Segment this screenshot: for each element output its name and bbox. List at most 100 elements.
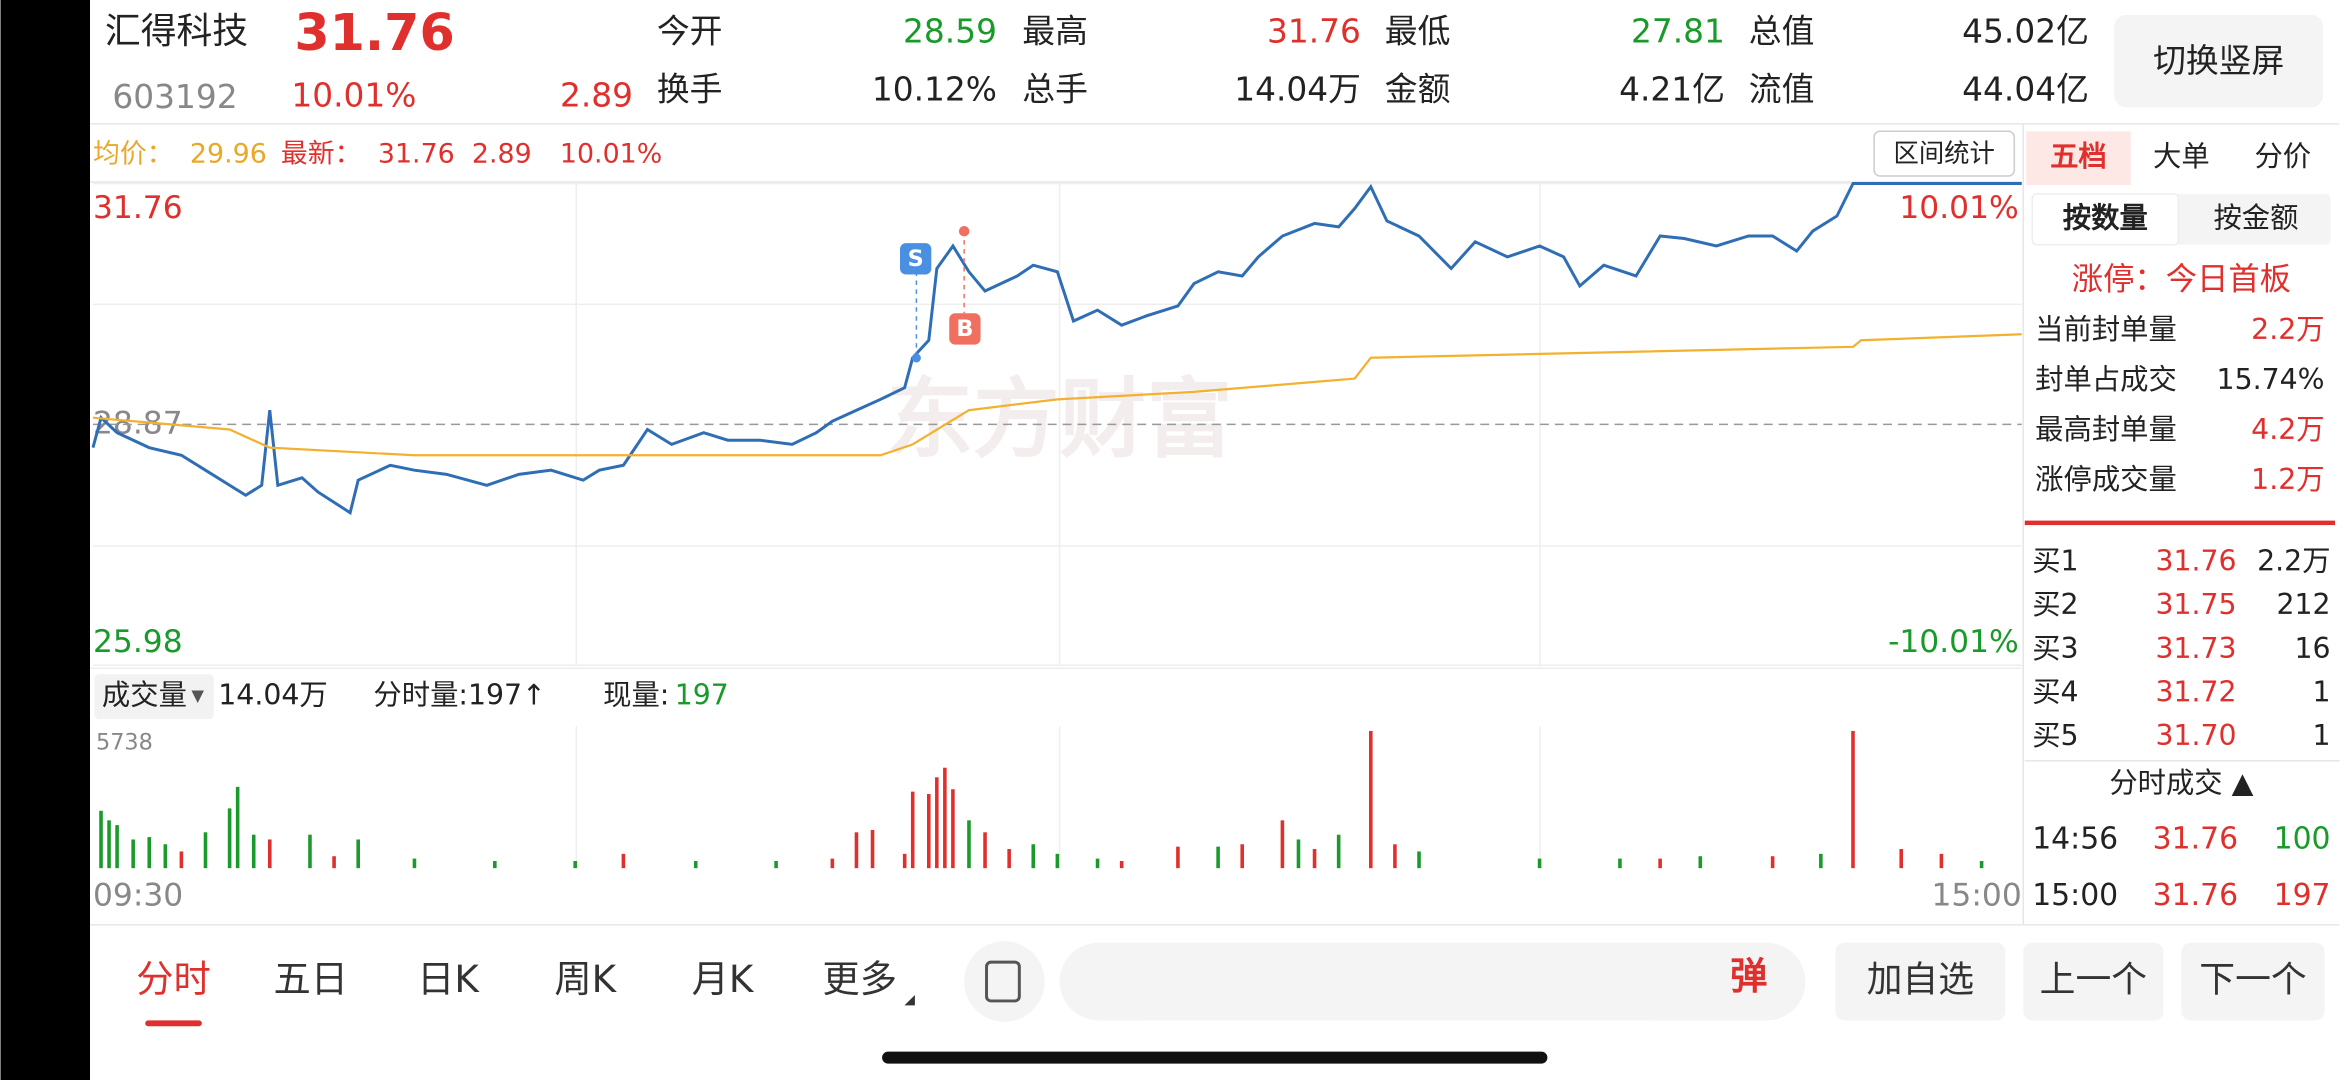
- last-change-pct: 10.01%: [560, 139, 662, 170]
- seal-label: 封单占成交: [2035, 363, 2177, 396]
- sell-marker-dot: [911, 353, 921, 363]
- volume-bar: [227, 808, 232, 869]
- volume-bar: [163, 844, 168, 869]
- volume-bar: [356, 839, 360, 869]
- volume-bar: [1216, 846, 1220, 869]
- mode-tab[interactable]: 按金额: [2213, 201, 2298, 234]
- volume-bar: [910, 791, 915, 869]
- stat-value: 31.76: [1267, 12, 1361, 50]
- danmu-button[interactable]: 弹: [1730, 954, 1767, 998]
- sell-marker-label: S: [908, 246, 924, 272]
- stock-price: 31.76: [294, 3, 454, 62]
- seal-label: 当前封单量: [2035, 313, 2177, 346]
- stat-value: 4.21亿: [1619, 70, 1725, 108]
- period-tab[interactable]: 月K: [692, 957, 755, 1001]
- add-watch-button[interactable]: [1835, 942, 2006, 1021]
- bid-qty: 1: [2313, 719, 2331, 752]
- nav-button-label[interactable]: 上一个: [2040, 960, 2147, 1001]
- orientation-button[interactable]: [2114, 14, 2324, 108]
- volume-bar: [1899, 849, 1904, 869]
- stat-label: 最低: [1385, 12, 1451, 50]
- period-tab[interactable]: 分时: [136, 957, 211, 1001]
- nav-button-label[interactable]: 加自选: [1867, 960, 1974, 1001]
- current-volume: 197: [675, 679, 729, 712]
- bid-price: 31.76: [2155, 544, 2236, 577]
- watermark: 东方财富: [887, 370, 1233, 470]
- period-tab[interactable]: 周K: [554, 957, 617, 1001]
- volume-bar: [99, 810, 103, 869]
- period-tab[interactable]: 日K: [417, 957, 480, 1001]
- minute-volume: 分时量:197↑: [373, 679, 545, 712]
- note-icon-shape: [985, 960, 1021, 1003]
- volume-bar: [935, 777, 939, 869]
- trade-price: 31.76: [2153, 821, 2238, 856]
- volume-bar: [1939, 853, 1944, 869]
- volume-bar: [1618, 858, 1622, 869]
- side-tab[interactable]: 大单: [2153, 140, 2210, 173]
- stat-value: 10.12%: [872, 70, 997, 108]
- change-pct: 10.01%: [291, 76, 416, 114]
- volume-bar: [1119, 861, 1124, 869]
- volume-bar: [267, 839, 272, 869]
- side-tab[interactable]: 五档: [2050, 140, 2107, 173]
- period-tab[interactable]: 更多: [822, 957, 897, 1001]
- price-line: [91, 181, 2022, 516]
- stat-value: 44.04亿: [1962, 70, 2089, 108]
- y-tick-label: 31.76: [93, 190, 183, 226]
- next-button[interactable]: [2181, 942, 2325, 1021]
- volume-bar: [1176, 846, 1180, 869]
- volume-bar: [774, 861, 778, 869]
- volume-bar: [870, 829, 875, 869]
- prev-button[interactable]: [2023, 942, 2164, 1021]
- volume-bar: [1658, 858, 1662, 869]
- volume-bar: [1979, 861, 1984, 869]
- volume-bar: [493, 861, 497, 869]
- side-tab[interactable]: 分价: [2254, 140, 2311, 173]
- bid-price: 31.73: [2155, 632, 2236, 665]
- avg-label: 均价：: [93, 139, 174, 170]
- volume-bar: [1770, 856, 1775, 869]
- active-tab-bg: [2026, 131, 2131, 185]
- trade-time: 14:56: [2032, 821, 2118, 856]
- range-button-label[interactable]: 区间统计: [1894, 138, 1995, 168]
- volume-bar: [854, 832, 859, 869]
- volume-bar: [951, 789, 955, 869]
- volume-bar: [1698, 856, 1703, 869]
- period-tab[interactable]: 五日: [273, 957, 348, 1001]
- volume-bar: [1312, 849, 1317, 869]
- x-tick-label: 15:00: [1932, 878, 2022, 914]
- bid-price: 31.72: [2155, 675, 2236, 708]
- range-button[interactable]: [1873, 130, 2016, 177]
- nav-button-label[interactable]: 下一个: [2199, 960, 2306, 1001]
- bid-label: 买2: [2032, 588, 2078, 621]
- volume-bar: [251, 834, 256, 869]
- volume-bar: [203, 832, 208, 869]
- orientation-button-label[interactable]: 切换竖屏: [2153, 42, 2284, 80]
- volume-bar: [1007, 849, 1011, 869]
- comment-input[interactable]: [1059, 942, 1806, 1021]
- trade-qty: 197: [2274, 878, 2331, 913]
- home-indicator: [882, 1051, 1548, 1064]
- volume-bar: [1369, 730, 1373, 869]
- mode-tab[interactable]: 按数量: [2063, 201, 2148, 234]
- note-icon[interactable]: [964, 941, 1045, 1022]
- trades-title[interactable]: 分时成交 ▲: [2109, 767, 2253, 800]
- volume-bar: [1296, 839, 1301, 869]
- bid-label: 买3: [2032, 632, 2078, 665]
- volume-title: 成交量: [102, 679, 187, 712]
- price-line: [92, 333, 2022, 457]
- volume-bar: [1336, 834, 1341, 869]
- stat-value: 28.59: [903, 12, 997, 50]
- stat-label: 金额: [1385, 70, 1451, 108]
- volume-bar: [830, 858, 835, 869]
- y2-tick-label: -10.01%: [1888, 624, 2019, 660]
- volume-bar: [983, 832, 987, 869]
- current-label: 现量:: [603, 679, 669, 712]
- volume-selector[interactable]: [94, 674, 214, 720]
- change: 2.89: [560, 76, 633, 114]
- stat-label: 换手: [657, 70, 723, 108]
- volume-bar: [926, 794, 931, 869]
- volume-bar: [147, 837, 152, 869]
